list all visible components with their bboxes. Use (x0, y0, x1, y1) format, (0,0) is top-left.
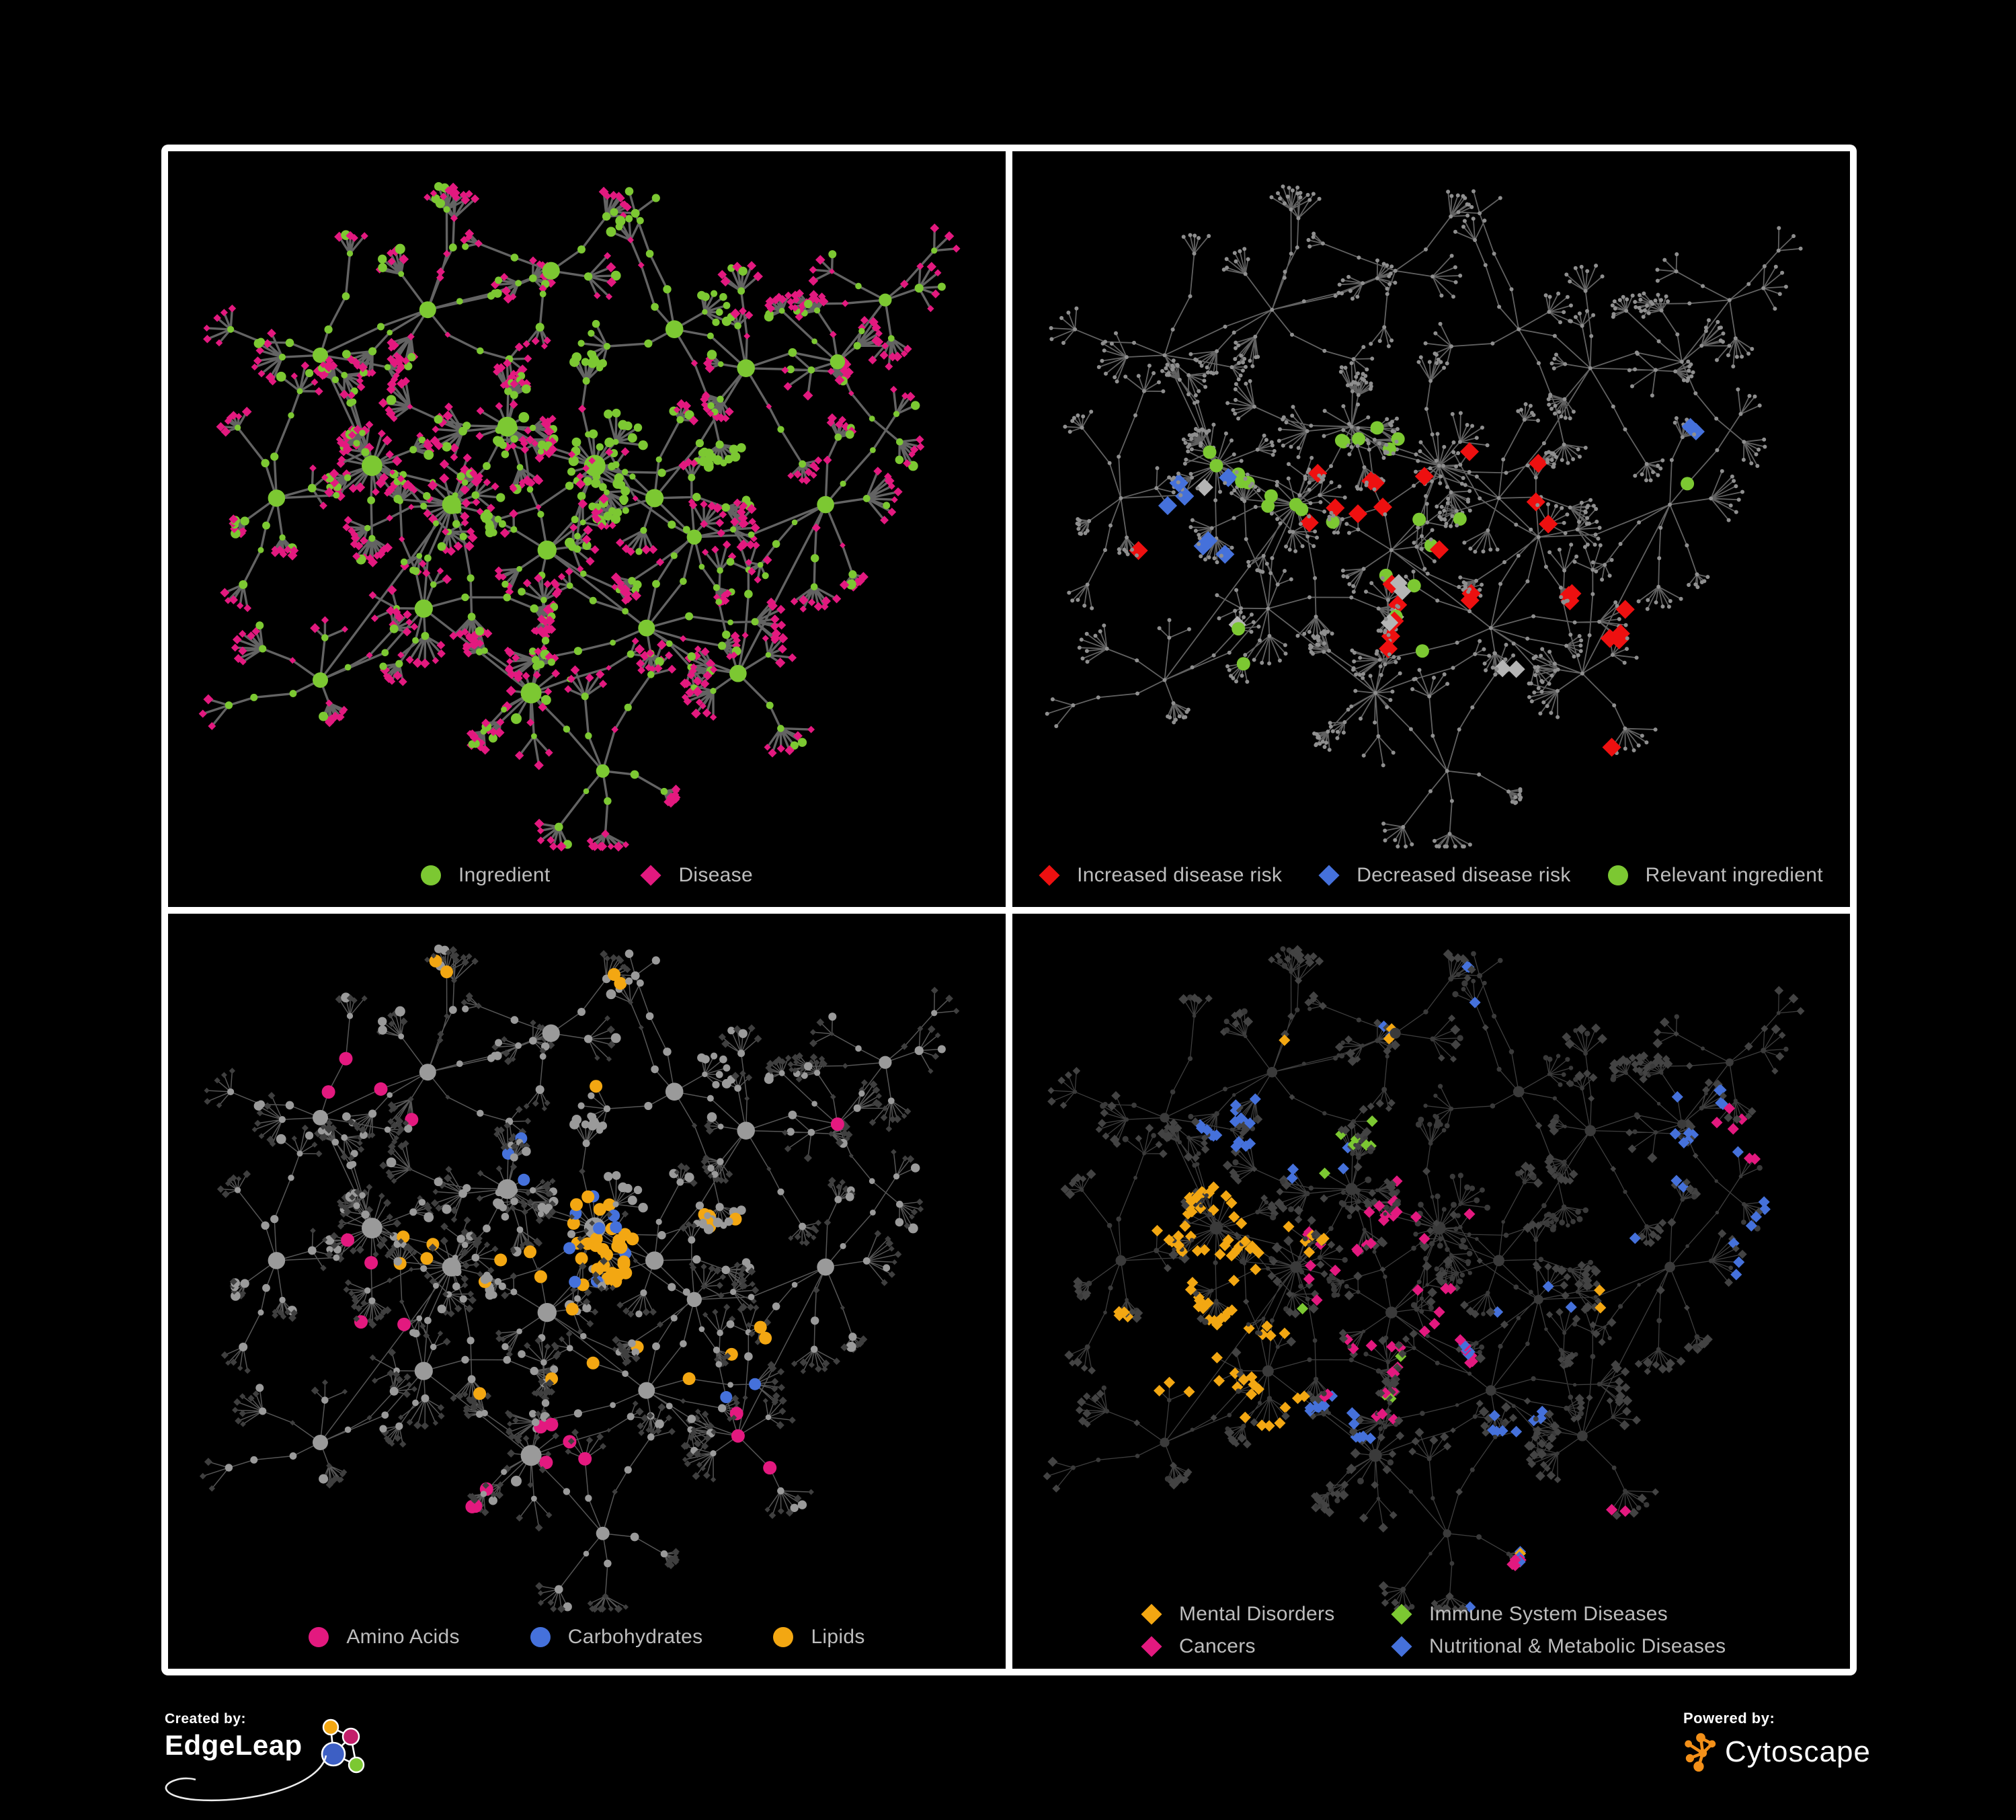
legend-label: Relevant ingredient (1645, 863, 1823, 886)
nutritional-metabolic-diamond-icon (1391, 1636, 1412, 1657)
increased-risk-diamond-icon (1039, 864, 1060, 886)
swoosh-icon (165, 1755, 327, 1802)
network-ingredient-disease (198, 182, 961, 852)
panel-nutrient-classes: Amino Acids Carbohydrates Lipids (168, 913, 1006, 1669)
legend-label: Increased disease risk (1077, 863, 1283, 886)
immune-diseases-diamond-icon (1391, 1604, 1412, 1625)
figure-frame: Ingredient Disease Increased disease ris… (161, 145, 1857, 1675)
network-disease-risk (1045, 184, 1803, 848)
cancers-diamond-icon (1141, 1636, 1162, 1657)
legend-item: Mental Disorders (1141, 1603, 1392, 1626)
panel-ingredient-disease: Ingredient Disease (168, 151, 1006, 907)
cytoscape-icon (1685, 1733, 1716, 1772)
powered-by-label: Powered by: (1683, 1710, 1775, 1727)
legend-label: Cancers (1179, 1635, 1256, 1657)
legend-label: Decreased disease risk (1357, 863, 1571, 886)
legend-label: Immune System Diseases (1429, 1603, 1668, 1625)
edgeleap-credit: Created by: EdgeLeap (165, 1711, 372, 1802)
legend-item: Lipids (773, 1626, 864, 1649)
legend-item: Relevant ingredient (1607, 863, 1823, 887)
edgeleap-logo: EdgeLeap (165, 1718, 372, 1802)
cytoscape-wordmark: Cytoscape (1725, 1735, 1871, 1768)
legend-item: Increased disease risk (1039, 864, 1282, 887)
legend-label: Disease (678, 863, 753, 886)
network-nutrient-classes (199, 944, 960, 1613)
cytoscape-logo: Cytoscape (1683, 1731, 1871, 1773)
legend-label: Ingredient (458, 863, 551, 886)
panel-disease-risk: Increased disease risk Decreased disease… (1012, 151, 1850, 907)
legend-item: Cancers (1141, 1635, 1392, 1658)
created-by-label: Created by: (165, 1711, 247, 1727)
edgeleap-wordmark: EdgeLeap (165, 1729, 303, 1761)
legend-nutrient-classes: Amino Acids Carbohydrates Lipids (168, 1626, 1006, 1649)
legend-item: Nutritional & Metabolic Diseases (1391, 1635, 1726, 1658)
legend-label: Carbohydrates (567, 1626, 703, 1648)
disease-diamond-icon (640, 864, 662, 886)
network-disease-classes (1043, 945, 1805, 1614)
mental-disorders-diamond-icon (1141, 1604, 1162, 1625)
legend-item: Disease (640, 863, 753, 887)
amino-acids-circle-icon (309, 1627, 329, 1647)
legend-disease-classes: Mental Disorders Immune System Diseases … (1141, 1603, 1726, 1658)
relevant-ingredient-circle-icon (1607, 865, 1628, 885)
legend-ingredient-disease: Ingredient Disease (168, 864, 1006, 887)
legend-label: Nutritional & Metabolic Diseases (1429, 1635, 1726, 1657)
carbohydrates-circle-icon (530, 1627, 551, 1647)
legend-label: Amino Acids (346, 1626, 460, 1648)
cytoscape-credit: Powered by: Cytoscape (1683, 1710, 1871, 1773)
legend-item: Carbohydrates (530, 1626, 703, 1649)
legend-item: Ingredient (421, 864, 550, 887)
lipids-circle-icon (773, 1627, 794, 1647)
edgeleap-network-icon (321, 1718, 364, 1774)
legend-item: Amino Acids (309, 1626, 459, 1649)
legend-item: Immune System Diseases (1391, 1603, 1726, 1626)
legend-item: Decreased disease risk (1318, 863, 1571, 887)
legend-disease-risk: Increased disease risk Decreased disease… (1012, 864, 1850, 887)
decreased-risk-diamond-icon (1318, 864, 1340, 886)
panel-disease-classes: Mental Disorders Immune System Diseases … (1012, 913, 1850, 1669)
legend-label: Lipids (811, 1626, 865, 1648)
ingredient-circle-icon (421, 865, 442, 885)
legend-label: Mental Disorders (1179, 1603, 1335, 1625)
